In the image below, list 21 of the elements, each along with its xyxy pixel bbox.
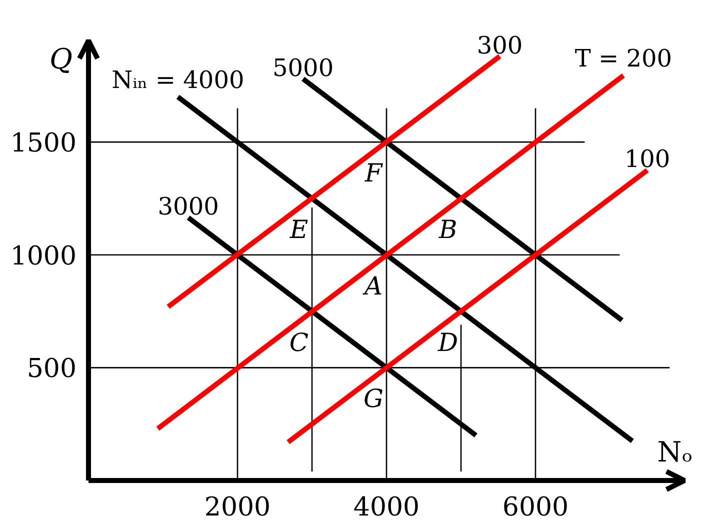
y-tick-label: 500 [26, 354, 77, 384]
series-label: 3000 [158, 192, 219, 221]
annotation: E [288, 214, 308, 244]
series-label: 300 [476, 31, 523, 60]
x-tick-label: 2000 [204, 492, 271, 522]
series-label: 100 [624, 145, 670, 174]
x-tick-label: 4000 [353, 492, 420, 522]
series-label: 5000 [272, 54, 334, 82]
annotation: G [364, 384, 384, 414]
annotation: D [436, 328, 458, 357]
y-axis-title: Q [50, 42, 73, 76]
annotation: C [289, 328, 309, 357]
legend-label: Nᵢₙ = 4000 [112, 66, 244, 94]
series-label: T = 200 [574, 44, 672, 72]
annotation: A [362, 271, 383, 300]
y-tick-label: 1500 [10, 128, 77, 159]
x-tick-label: 6000 [502, 492, 569, 522]
annotation: B [438, 214, 458, 244]
annotation: F [364, 158, 384, 188]
y-tick-label: 1000 [10, 241, 77, 272]
x-axis-title: Nₒ [657, 436, 693, 468]
